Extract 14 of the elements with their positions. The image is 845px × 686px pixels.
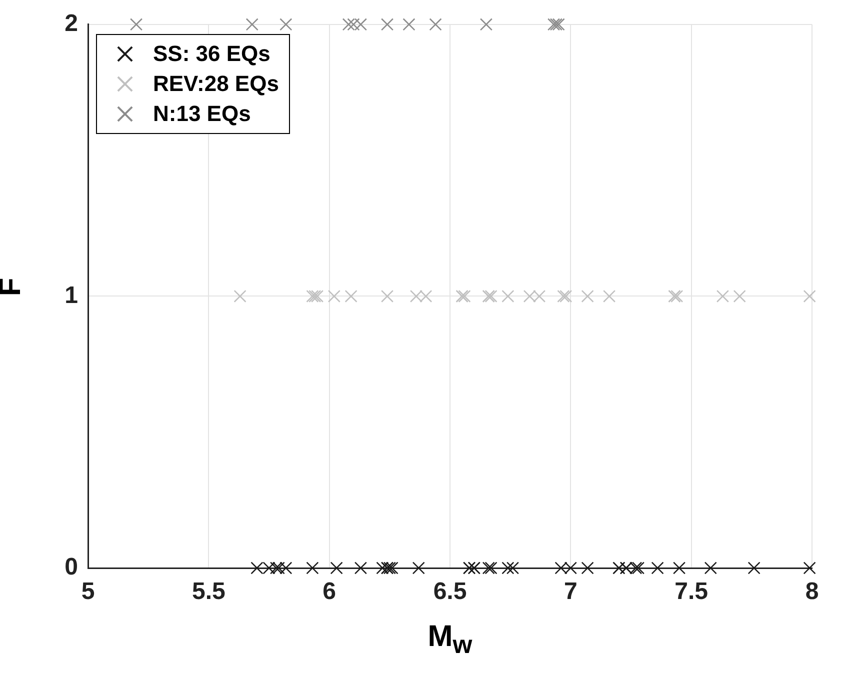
y-tick-label: 2 — [64, 10, 78, 38]
legend-label: N:13 EQs — [153, 101, 251, 127]
x-tick-label: 7 — [564, 578, 578, 606]
x-tick-label: 5.5 — [192, 578, 226, 606]
x-tick-label: 7.5 — [674, 578, 708, 606]
legend-label: REV:28 EQs — [153, 71, 279, 97]
y-tick-label: 1 — [64, 282, 78, 309]
x-axis-title: M$_{w}$ — [426, 620, 474, 660]
x-tick-label: 6 — [322, 578, 336, 606]
legend-label: SS: 36 EQs — [153, 41, 270, 67]
x-tick-label: 6.5 — [433, 578, 467, 606]
x-tick-label: 5 — [81, 578, 95, 606]
x-tick-label: 8 — [805, 578, 819, 606]
y-tick-label: 0 — [64, 554, 78, 581]
